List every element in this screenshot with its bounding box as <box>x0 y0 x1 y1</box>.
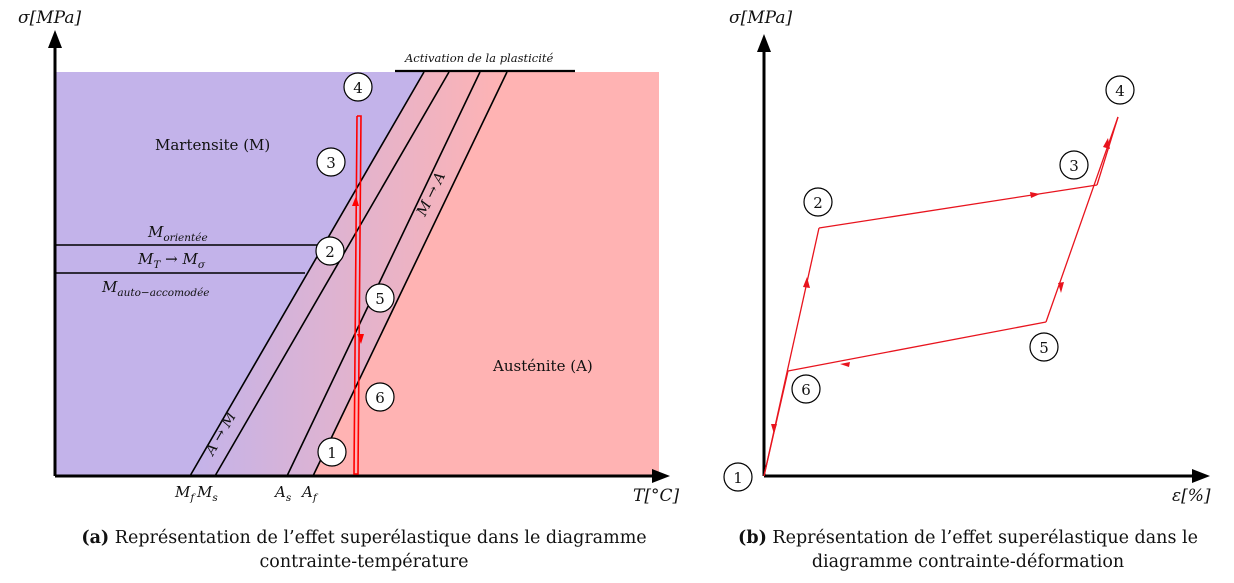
plasticity-label: Activation de la plasticité <box>404 51 554 65</box>
stress-temperature-diagram: σ[MPa] T[°C] Activation de la plasticité… <box>18 8 679 506</box>
transform-label: MT → Mσ <box>137 250 206 271</box>
svg-text:1: 1 <box>733 469 743 487</box>
svg-text:3: 3 <box>326 154 336 172</box>
martensite-label: Martensite (M) <box>155 136 270 154</box>
svg-text:4: 4 <box>1115 82 1125 100</box>
right-point-3: 3 <box>1060 151 1088 179</box>
left-point-6: 6 <box>366 383 394 411</box>
left-y-axis-label: σ[MPa] <box>18 8 81 28</box>
caption-a: (a) Représentation de l’effet superélast… <box>30 527 698 574</box>
svg-text:6: 6 <box>801 381 811 399</box>
svg-text:3: 3 <box>1069 157 1079 175</box>
left-x-axis-label: T[°C] <box>633 486 679 506</box>
austenite-label: Austénite (A) <box>492 357 593 375</box>
right-point-1: 1 <box>724 463 752 491</box>
stress-strain-diagram: σ[MPa] ε[%] 1 2 3 4 5 6 <box>724 8 1211 506</box>
left-point-3: 3 <box>317 148 345 176</box>
right-x-axis-label: ε[%] <box>1172 486 1211 506</box>
svg-text:5: 5 <box>375 290 385 308</box>
svg-text:2: 2 <box>325 243 335 261</box>
tick-af: Af <box>300 483 319 504</box>
caption-a-text: Représentation de l’effet superélastique… <box>115 528 647 572</box>
right-y-axis-label: σ[MPa] <box>729 8 792 28</box>
tick-mf: Mf <box>174 483 196 504</box>
caption-b-tag: (b) <box>738 528 767 548</box>
left-point-4: 4 <box>344 73 372 101</box>
left-point-1: 1 <box>318 438 346 466</box>
caption-a-tag: (a) <box>81 528 109 548</box>
left-point-2: 2 <box>316 237 344 265</box>
right-axes <box>757 34 1210 483</box>
svg-text:4: 4 <box>353 79 363 97</box>
left-point-5: 5 <box>366 284 394 312</box>
right-point-6: 6 <box>792 375 820 403</box>
right-point-5: 5 <box>1030 333 1058 361</box>
right-point-2: 2 <box>804 188 832 216</box>
stress-strain-arrows <box>771 138 1110 434</box>
tick-as: As <box>273 483 292 504</box>
svg-text:2: 2 <box>813 194 823 212</box>
right-point-4: 4 <box>1106 76 1134 104</box>
tick-ms: Ms <box>196 483 218 504</box>
caption-b: (b) Représentation de l’effet superélast… <box>722 527 1214 574</box>
svg-text:1: 1 <box>327 444 337 462</box>
caption-b-text: Représentation de l’effet superélastique… <box>772 528 1198 572</box>
svg-text:6: 6 <box>375 389 385 407</box>
svg-text:5: 5 <box>1039 339 1049 357</box>
